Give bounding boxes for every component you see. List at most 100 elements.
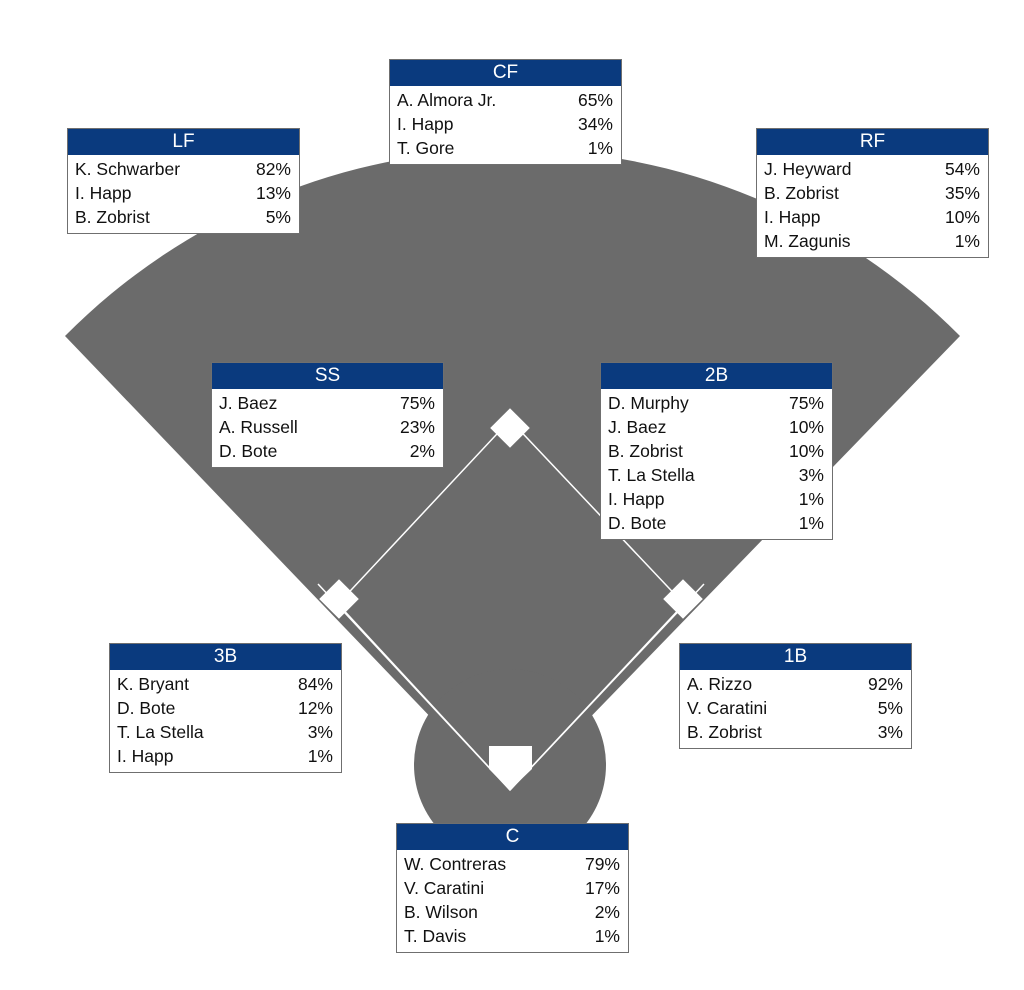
- position-label-1b: 1B: [680, 644, 911, 670]
- position-label-cf: CF: [390, 60, 621, 86]
- position-box-2b: 2B D. Murphy 75% J. Baez 10% B. Zobrist 10%…: [600, 362, 833, 540]
- player-pct: 10%: [944, 207, 980, 227]
- third-base: [319, 579, 359, 619]
- player-pct: 1%: [307, 746, 333, 766]
- player-row: D. Bote 1%: [608, 511, 824, 535]
- player-row: I. Happ 13%: [75, 181, 291, 205]
- player-pct: 65%: [577, 90, 613, 110]
- player-row: J. Baez 75%: [219, 391, 435, 415]
- player-name: I. Happ: [117, 746, 174, 766]
- position-label-rf: RF: [757, 129, 988, 155]
- player-pct: 12%: [297, 698, 333, 718]
- player-pct: 1%: [954, 231, 980, 251]
- player-name: T. La Stella: [608, 465, 695, 485]
- player-name: T. La Stella: [117, 722, 204, 742]
- player-pct: 75%: [788, 393, 824, 413]
- player-pct: 82%: [255, 159, 291, 179]
- player-pct: 75%: [399, 393, 435, 413]
- player-pct: 10%: [788, 417, 824, 437]
- player-name: W. Contreras: [404, 854, 507, 874]
- first-base: [663, 579, 703, 619]
- player-row: T. Gore 1%: [397, 136, 613, 160]
- player-name: B. Zobrist: [75, 207, 150, 227]
- player-name: V. Caratini: [404, 878, 485, 898]
- player-row: B. Zobrist 3%: [687, 720, 903, 744]
- outfield-grass: [65, 149, 960, 800]
- player-row: D. Murphy 75%: [608, 391, 824, 415]
- first-base-line: [509, 583, 705, 791]
- player-row: A. Almora Jr. 65%: [397, 88, 613, 112]
- player-pct: 1%: [798, 513, 824, 533]
- player-row: K. Bryant 84%: [117, 672, 333, 696]
- player-name: T. Davis: [404, 926, 467, 946]
- player-name: D. Bote: [117, 698, 176, 718]
- player-name: D. Murphy: [608, 393, 689, 413]
- player-row: V. Caratini 5%: [687, 696, 903, 720]
- player-pct: 1%: [587, 138, 613, 158]
- player-row: I. Happ 1%: [608, 487, 824, 511]
- player-row: A. Russell 23%: [219, 415, 435, 439]
- player-name: I. Happ: [397, 114, 454, 134]
- player-pct: 92%: [867, 674, 903, 694]
- player-pct: 2%: [594, 902, 620, 922]
- player-pct: 13%: [255, 183, 291, 203]
- player-pct: 1%: [594, 926, 620, 946]
- player-row: B. Zobrist 10%: [608, 439, 824, 463]
- player-row: D. Bote 12%: [117, 696, 333, 720]
- player-row: I. Happ 1%: [117, 744, 333, 768]
- player-pct: 5%: [265, 207, 291, 227]
- player-row: I. Happ 10%: [764, 205, 980, 229]
- player-pct: 34%: [577, 114, 613, 134]
- player-name: I. Happ: [75, 183, 132, 203]
- position-label-ss: SS: [212, 363, 443, 389]
- player-pct: 3%: [307, 722, 333, 742]
- player-pct: 35%: [944, 183, 980, 203]
- player-name: J. Baez: [608, 417, 667, 437]
- player-row: A. Rizzo 92%: [687, 672, 903, 696]
- player-name: T. Gore: [397, 138, 455, 158]
- player-row: T. La Stella 3%: [608, 463, 824, 487]
- player-row: W. Contreras 79%: [404, 852, 620, 876]
- player-pct: 54%: [944, 159, 980, 179]
- player-name: I. Happ: [608, 489, 665, 509]
- position-box-ss: SS J. Baez 75% A. Russell 23% D. Bote 2%: [211, 362, 444, 468]
- position-label-lf: LF: [68, 129, 299, 155]
- position-label-3b: 3B: [110, 644, 341, 670]
- player-row: T. La Stella 3%: [117, 720, 333, 744]
- player-name: J. Heyward: [764, 159, 852, 179]
- player-name: A. Russell: [219, 417, 298, 437]
- home-plate: [489, 746, 532, 790]
- position-label-2b: 2B: [601, 363, 832, 389]
- player-row: K. Schwarber 82%: [75, 157, 291, 181]
- position-label-c: C: [397, 824, 628, 850]
- player-pct: 84%: [297, 674, 333, 694]
- player-name: D. Bote: [219, 441, 278, 461]
- player-pct: 23%: [399, 417, 435, 437]
- player-row: B. Zobrist 5%: [75, 205, 291, 229]
- player-pct: 2%: [409, 441, 435, 461]
- player-pct: 1%: [798, 489, 824, 509]
- player-name: V. Caratini: [687, 698, 768, 718]
- player-name: A. Rizzo: [687, 674, 753, 694]
- player-row: V. Caratini 17%: [404, 876, 620, 900]
- player-pct: 3%: [798, 465, 824, 485]
- player-pct: 79%: [584, 854, 620, 874]
- player-row: J. Baez 10%: [608, 415, 824, 439]
- player-row: T. Davis 1%: [404, 924, 620, 948]
- player-name: K. Schwarber: [75, 159, 181, 179]
- player-name: B. Zobrist: [608, 441, 683, 461]
- player-name: B. Zobrist: [687, 722, 762, 742]
- player-name: K. Bryant: [117, 674, 189, 694]
- player-pct: 5%: [877, 698, 903, 718]
- player-name: M. Zagunis: [764, 231, 851, 251]
- player-row: I. Happ 34%: [397, 112, 613, 136]
- player-pct: 3%: [877, 722, 903, 742]
- player-pct: 17%: [584, 878, 620, 898]
- player-name: A. Almora Jr.: [397, 90, 497, 110]
- player-name: I. Happ: [764, 207, 821, 227]
- position-box-3b: 3B K. Bryant 84% D. Bote 12% T. La Stella 3…: [109, 643, 342, 773]
- player-pct: 10%: [788, 441, 824, 461]
- player-name: D. Bote: [608, 513, 667, 533]
- player-name: B. Wilson: [404, 902, 478, 922]
